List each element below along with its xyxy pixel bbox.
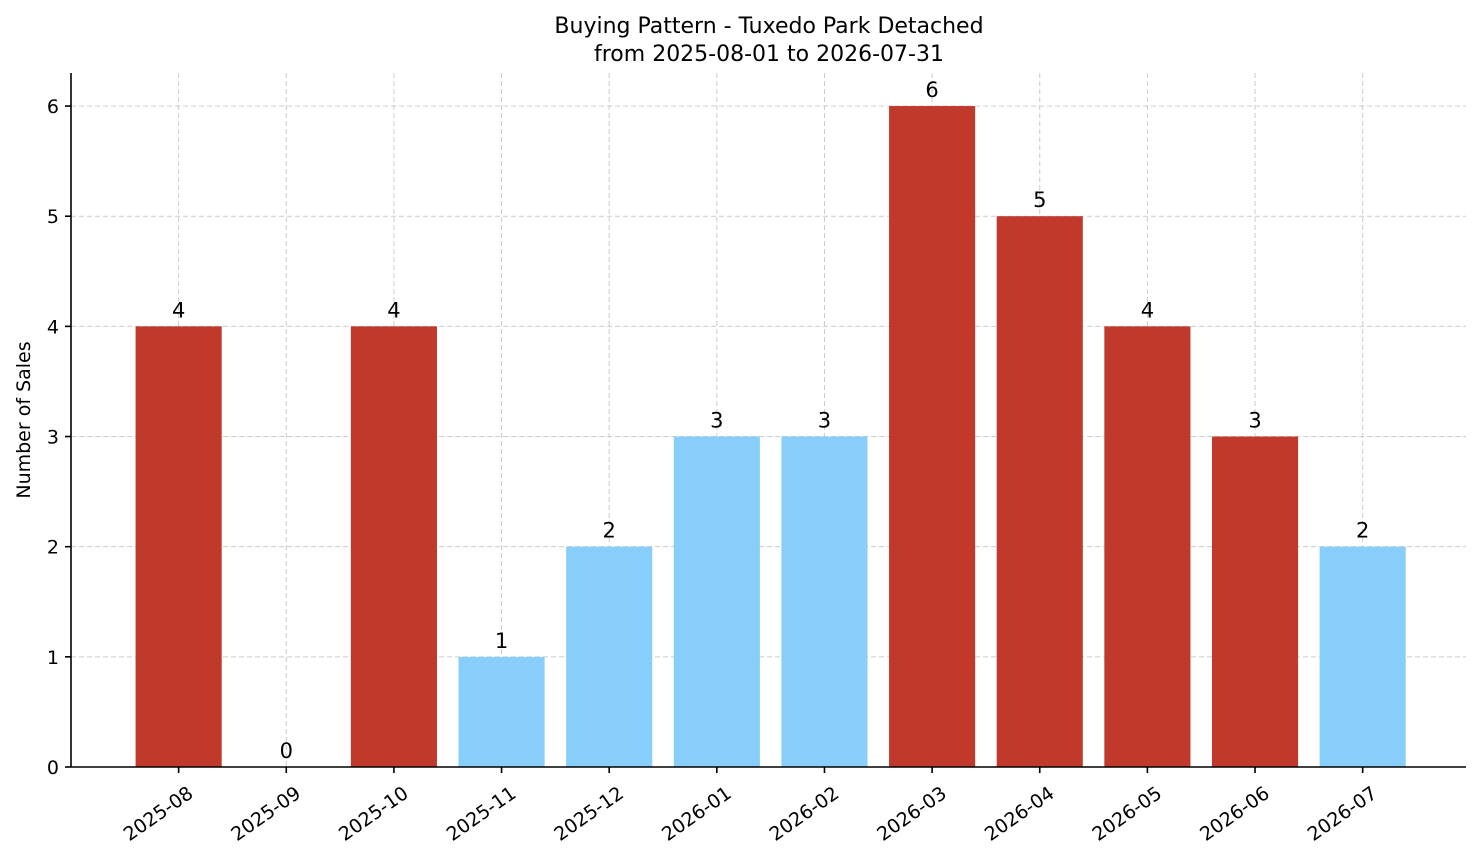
x-tick-label-2026-01: 2026-01 bbox=[658, 782, 736, 846]
y-tick-label: 2 bbox=[47, 537, 59, 559]
x-tick-label-2026-03: 2026-03 bbox=[873, 782, 951, 846]
data-label-2025-09: 0 bbox=[280, 739, 293, 763]
bar-2025-12 bbox=[566, 546, 653, 767]
y-axis-label: Number of Sales bbox=[13, 341, 35, 498]
data-label-2026-04: 5 bbox=[1033, 188, 1046, 212]
data-label-2026-06: 3 bbox=[1248, 409, 1261, 433]
data-label-2026-07: 2 bbox=[1356, 519, 1369, 543]
x-tick-label-2026-07: 2026-07 bbox=[1304, 782, 1382, 846]
bars bbox=[135, 106, 1406, 768]
bar-2026-03 bbox=[889, 106, 976, 768]
y-tick-label: 0 bbox=[47, 757, 59, 779]
x-tick-label-2026-05: 2026-05 bbox=[1088, 782, 1166, 846]
chart-title: Buying Pattern - Tuxedo Park Detached bbox=[554, 14, 983, 39]
x-tick-label-2025-10: 2025-10 bbox=[335, 782, 413, 846]
y-tick-label: 4 bbox=[47, 316, 59, 338]
data-label-2025-12: 2 bbox=[603, 519, 616, 543]
x-tick-label-2025-08: 2025-08 bbox=[120, 782, 198, 846]
data-label-2026-03: 6 bbox=[925, 78, 938, 102]
data-labels: 4 0 4 1 2 3 3 6 5 4 3 2 bbox=[172, 78, 1369, 763]
data-label-2025-08: 4 bbox=[172, 298, 185, 322]
data-label-2025-11: 1 bbox=[495, 629, 508, 653]
y-tick-label: 5 bbox=[47, 206, 59, 228]
y-tick-label: 6 bbox=[47, 96, 59, 118]
bar-2026-05 bbox=[1104, 326, 1191, 767]
x-tick-label-2025-12: 2025-12 bbox=[550, 782, 628, 846]
bar-2026-01 bbox=[673, 436, 760, 767]
bar-2026-06 bbox=[1211, 436, 1299, 767]
x-tick-label-2026-04: 2026-04 bbox=[981, 782, 1059, 846]
y-tick-label: 1 bbox=[47, 647, 59, 669]
data-label-2025-10: 4 bbox=[387, 298, 400, 322]
data-label-2026-02: 3 bbox=[818, 409, 831, 433]
x-tick-label-2026-02: 2026-02 bbox=[765, 782, 843, 846]
x-tick-label-2025-11: 2025-11 bbox=[443, 782, 521, 846]
y-tick-label: 3 bbox=[47, 427, 59, 449]
chart-subtitle: from 2025-08-01 to 2026-07-31 bbox=[594, 42, 944, 67]
data-label-2026-05: 4 bbox=[1141, 298, 1154, 322]
bar-2025-11 bbox=[458, 656, 545, 767]
bar-2025-10 bbox=[350, 326, 437, 767]
bar-2025-08 bbox=[135, 326, 222, 767]
x-tick-label-2025-09: 2025-09 bbox=[227, 782, 305, 846]
bar-2026-04 bbox=[996, 216, 1083, 767]
bar-2026-07 bbox=[1319, 546, 1406, 767]
bar-2026-02 bbox=[781, 436, 868, 767]
x-tick-label-2026-06: 2026-06 bbox=[1196, 782, 1274, 846]
data-label-2026-01: 3 bbox=[710, 409, 723, 433]
